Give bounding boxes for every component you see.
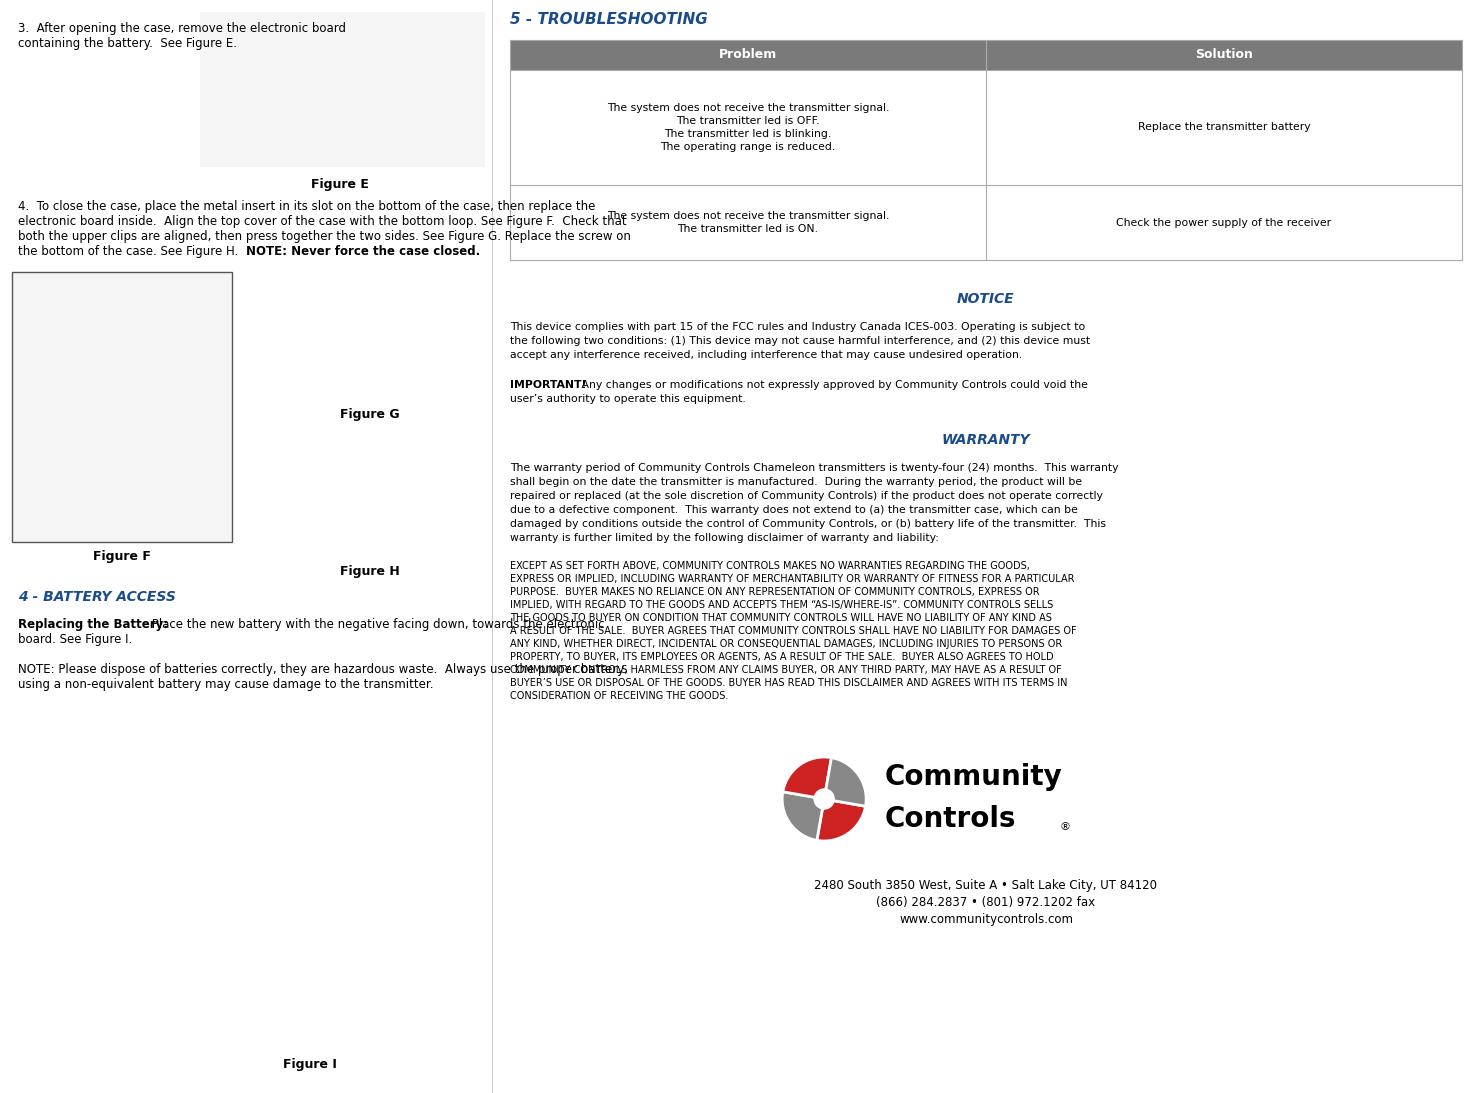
Text: using a non-equivalent battery may cause damage to the transmitter.: using a non-equivalent battery may cause… — [18, 678, 433, 691]
Text: the following two conditions: (1) This device may not cause harmful interference: the following two conditions: (1) This d… — [510, 336, 1090, 346]
Text: warranty is further limited by the following disclaimer of warranty and liabilit: warranty is further limited by the follo… — [510, 533, 939, 543]
Wedge shape — [816, 799, 865, 841]
Text: BUYER’S USE OR DISPOSAL OF THE GOODS. BUYER HAS READ THIS DISCLAIMER AND AGREES : BUYER’S USE OR DISPOSAL OF THE GOODS. BU… — [510, 678, 1068, 687]
Text: The system does not receive the transmitter signal.: The system does not receive the transmit… — [606, 211, 889, 221]
Text: Check the power supply of the receiver: Check the power supply of the receiver — [1117, 218, 1331, 227]
Text: IMPLIED, WITH REGARD TO THE GOODS AND ACCEPTS THEM “AS-IS/WHERE-IS”. COMMUNITY C: IMPLIED, WITH REGARD TO THE GOODS AND AC… — [510, 600, 1053, 610]
Text: both the upper clips are aligned, then press together the two sides. See Figure : both the upper clips are aligned, then p… — [18, 230, 632, 243]
Text: PROPERTY, TO BUYER, ITS EMPLOYEES OR AGENTS, AS A RESULT OF THE SALE.  BUYER ALS: PROPERTY, TO BUYER, ITS EMPLOYEES OR AGE… — [510, 653, 1053, 662]
Text: This device complies with part 15 of the FCC rules and Industry Canada ICES-003.: This device complies with part 15 of the… — [510, 322, 1086, 332]
Text: ANY KIND, WHETHER DIRECT, INCIDENTAL OR CONSEQUENTIAL DAMAGES, INCLUDING INJURIE: ANY KIND, WHETHER DIRECT, INCIDENTAL OR … — [510, 639, 1062, 649]
Text: Replacing the Battery:: Replacing the Battery: — [18, 618, 169, 631]
Wedge shape — [782, 791, 824, 841]
Text: Problem: Problem — [719, 48, 776, 61]
Text: 3.  After opening the case, remove the electronic board: 3. After opening the case, remove the el… — [18, 22, 346, 35]
Text: The transmitter led is blinking.: The transmitter led is blinking. — [664, 129, 831, 139]
Text: Figure H: Figure H — [340, 565, 399, 578]
Text: CONSIDERATION OF RECEIVING THE GOODS.: CONSIDERATION OF RECEIVING THE GOODS. — [510, 691, 728, 701]
Text: containing the battery.  See Figure E.: containing the battery. See Figure E. — [18, 37, 237, 50]
Text: accept any interference received, including interference that may cause undesire: accept any interference received, includ… — [510, 350, 1022, 360]
Text: user’s authority to operate this equipment.: user’s authority to operate this equipme… — [510, 393, 745, 404]
Text: NOTE: Never force the case closed.: NOTE: Never force the case closed. — [246, 245, 481, 258]
Wedge shape — [824, 757, 867, 807]
Text: Solution: Solution — [1195, 48, 1253, 61]
Text: THE GOODS TO BUYER ON CONDITION THAT COMMUNITY CONTROLS WILL HAVE NO LIABILITY O: THE GOODS TO BUYER ON CONDITION THAT COM… — [510, 613, 1052, 623]
Text: The system does not receive the transmitter signal.: The system does not receive the transmit… — [606, 103, 889, 113]
Text: repaired or replaced (at the sole discretion of Community Controls) if the produ: repaired or replaced (at the sole discre… — [510, 491, 1103, 501]
Text: The operating range is reduced.: The operating range is reduced. — [661, 142, 836, 152]
Text: WARRANTY: WARRANTY — [942, 433, 1031, 447]
Wedge shape — [782, 757, 831, 799]
Text: due to a defective component.  This warranty does not extend to (a) the transmit: due to a defective component. This warra… — [510, 505, 1078, 515]
Text: Any changes or modifications not expressly approved by Community Controls could : Any changes or modifications not express… — [578, 380, 1089, 390]
Text: EXPRESS OR IMPLIED, INCLUDING WARRANTY OF MERCHANTABILITY OR WARRANTY OF FITNESS: EXPRESS OR IMPLIED, INCLUDING WARRANTY O… — [510, 574, 1075, 584]
Text: 2480 South 3850 West, Suite A • Salt Lake City, UT 84120: 2480 South 3850 West, Suite A • Salt Lak… — [815, 879, 1158, 892]
Text: the bottom of the case. See Figure H.: the bottom of the case. See Figure H. — [18, 245, 243, 258]
Text: 4.  To close the case, place the metal insert in its slot on the bottom of the c: 4. To close the case, place the metal in… — [18, 200, 596, 213]
Text: damaged by conditions outside the control of Community Controls, or (b) battery : damaged by conditions outside the contro… — [510, 519, 1106, 529]
Text: A RESULT OF THE SALE.  BUYER AGREES THAT COMMUNITY CONTROLS SHALL HAVE NO LIABIL: A RESULT OF THE SALE. BUYER AGREES THAT … — [510, 626, 1077, 636]
Text: Replace the transmitter battery: Replace the transmitter battery — [1137, 122, 1310, 132]
FancyBboxPatch shape — [510, 40, 1463, 70]
Text: EXCEPT AS SET FORTH ABOVE, COMMUNITY CONTROLS MAKES NO WARRANTIES REGARDING THE : EXCEPT AS SET FORTH ABOVE, COMMUNITY CON… — [510, 561, 1029, 571]
Text: shall begin on the date the transmitter is manufactured.  During the warranty pe: shall begin on the date the transmitter … — [510, 477, 1083, 487]
Text: www.communitycontrols.com: www.communitycontrols.com — [899, 913, 1072, 926]
Text: 4 - BATTERY ACCESS: 4 - BATTERY ACCESS — [18, 590, 176, 604]
Text: Figure E: Figure E — [311, 178, 368, 191]
Text: The transmitter led is ON.: The transmitter led is ON. — [677, 224, 818, 234]
Text: Figure I: Figure I — [282, 1058, 337, 1071]
Circle shape — [813, 789, 834, 809]
Text: Community: Community — [884, 763, 1062, 791]
Text: The transmitter led is OFF.: The transmitter led is OFF. — [676, 116, 819, 126]
Text: Place the new battery with the negative facing down, towards the electronic: Place the new battery with the negative … — [148, 618, 605, 631]
Text: The warranty period of Community Controls Chameleon transmitters is twenty-four : The warranty period of Community Control… — [510, 463, 1118, 473]
Text: NOTICE: NOTICE — [957, 292, 1015, 306]
Text: board. See Figure I.: board. See Figure I. — [18, 633, 132, 646]
Text: COMMUNITY CONTROLS HARMLESS FROM ANY CLAIMS BUYER, OR ANY THIRD PARTY, MAY HAVE : COMMUNITY CONTROLS HARMLESS FROM ANY CLA… — [510, 665, 1062, 675]
Text: (866) 284.2837 • (801) 972.1202 fax: (866) 284.2837 • (801) 972.1202 fax — [877, 896, 1096, 909]
FancyBboxPatch shape — [200, 12, 485, 167]
Text: electronic board inside.  Align the top cover of the case with the bottom loop. : electronic board inside. Align the top c… — [18, 215, 627, 228]
Text: NOTE: Please dispose of batteries correctly, they are hazardous waste.  Always u: NOTE: Please dispose of batteries correc… — [18, 663, 629, 675]
Text: ®: ® — [1059, 822, 1071, 832]
Text: 5 - TROUBLESHOOTING: 5 - TROUBLESHOOTING — [510, 12, 708, 27]
Text: Figure F: Figure F — [93, 550, 151, 563]
Text: PURPOSE.  BUYER MAKES NO RELIANCE ON ANY REPRESENTATION OF COMMUNITY CONTROLS, E: PURPOSE. BUYER MAKES NO RELIANCE ON ANY … — [510, 587, 1040, 597]
Text: Controls: Controls — [884, 806, 1016, 833]
Text: IMPORTANT!: IMPORTANT! — [510, 380, 587, 390]
FancyBboxPatch shape — [12, 272, 232, 542]
Text: Figure G: Figure G — [340, 408, 399, 421]
